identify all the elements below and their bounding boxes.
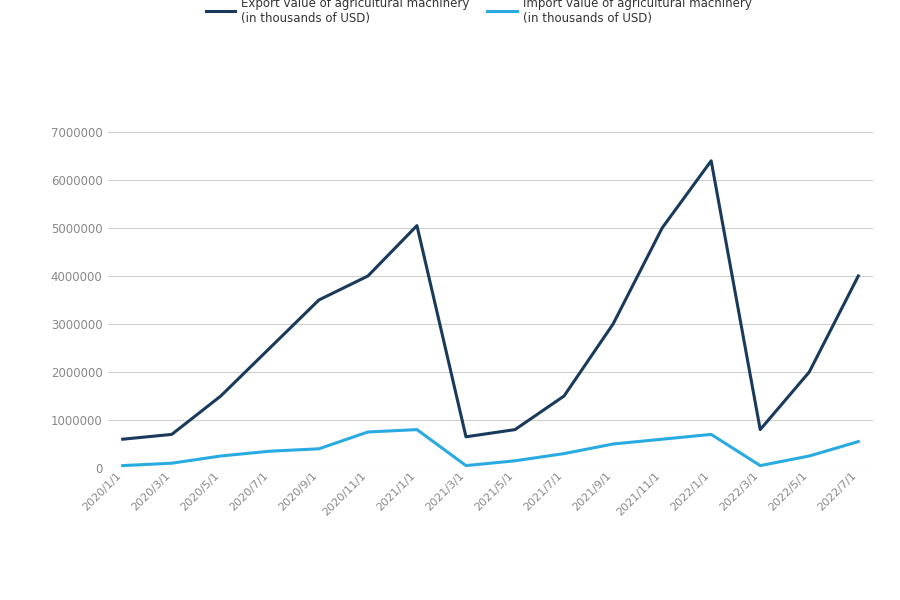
Export value of agricultural machinery
(in thousands of USD) (363, 272, 374, 280)
Export value of agricultural machinery
(in thousands of USD) (411, 222, 422, 229)
Export value of agricultural machinery
(in thousands of USD) (559, 392, 570, 400)
Export value of agricultural machinery
(in thousands of USD) (461, 433, 472, 440)
Line: Import value of agricultural machinery
(in thousands of USD): Import value of agricultural machinery (… (122, 430, 859, 466)
Export value of agricultural machinery
(in thousands of USD) (265, 344, 275, 352)
Import value of agricultural machinery
(in thousands of USD) (608, 440, 618, 448)
Import value of agricultural machinery
(in thousands of USD) (166, 460, 177, 467)
Import value of agricultural machinery
(in thousands of USD) (853, 438, 864, 445)
Import value of agricultural machinery
(in thousands of USD) (363, 428, 374, 436)
Export value of agricultural machinery
(in thousands of USD) (166, 431, 177, 438)
Import value of agricultural machinery
(in thousands of USD) (755, 462, 766, 469)
Import value of agricultural machinery
(in thousands of USD) (706, 431, 716, 438)
Export value of agricultural machinery
(in thousands of USD) (215, 392, 226, 400)
Export value of agricultural machinery
(in thousands of USD) (804, 368, 814, 376)
Export value of agricultural machinery
(in thousands of USD) (608, 320, 618, 328)
Export value of agricultural machinery
(in thousands of USD) (853, 272, 864, 280)
Import value of agricultural machinery
(in thousands of USD) (657, 436, 668, 443)
Import value of agricultural machinery
(in thousands of USD) (215, 452, 226, 460)
Import value of agricultural machinery
(in thousands of USD) (559, 450, 570, 457)
Import value of agricultural machinery
(in thousands of USD) (313, 445, 324, 452)
Import value of agricultural machinery
(in thousands of USD) (265, 448, 275, 455)
Import value of agricultural machinery
(in thousands of USD) (461, 462, 472, 469)
Line: Export value of agricultural machinery
(in thousands of USD): Export value of agricultural machinery (… (122, 161, 859, 439)
Export value of agricultural machinery
(in thousands of USD) (755, 426, 766, 433)
Export value of agricultural machinery
(in thousands of USD) (313, 296, 324, 304)
Import value of agricultural machinery
(in thousands of USD) (117, 462, 128, 469)
Export value of agricultural machinery
(in thousands of USD) (509, 426, 520, 433)
Export value of agricultural machinery
(in thousands of USD) (706, 157, 716, 164)
Export value of agricultural machinery
(in thousands of USD) (117, 436, 128, 443)
Import value of agricultural machinery
(in thousands of USD) (411, 426, 422, 433)
Export value of agricultural machinery
(in thousands of USD) (657, 224, 668, 232)
Legend: Export value of agricultural machinery
(in thousands of USD), Import value of ag: Export value of agricultural machinery (… (206, 0, 752, 25)
Import value of agricultural machinery
(in thousands of USD) (804, 452, 814, 460)
Import value of agricultural machinery
(in thousands of USD) (509, 457, 520, 464)
